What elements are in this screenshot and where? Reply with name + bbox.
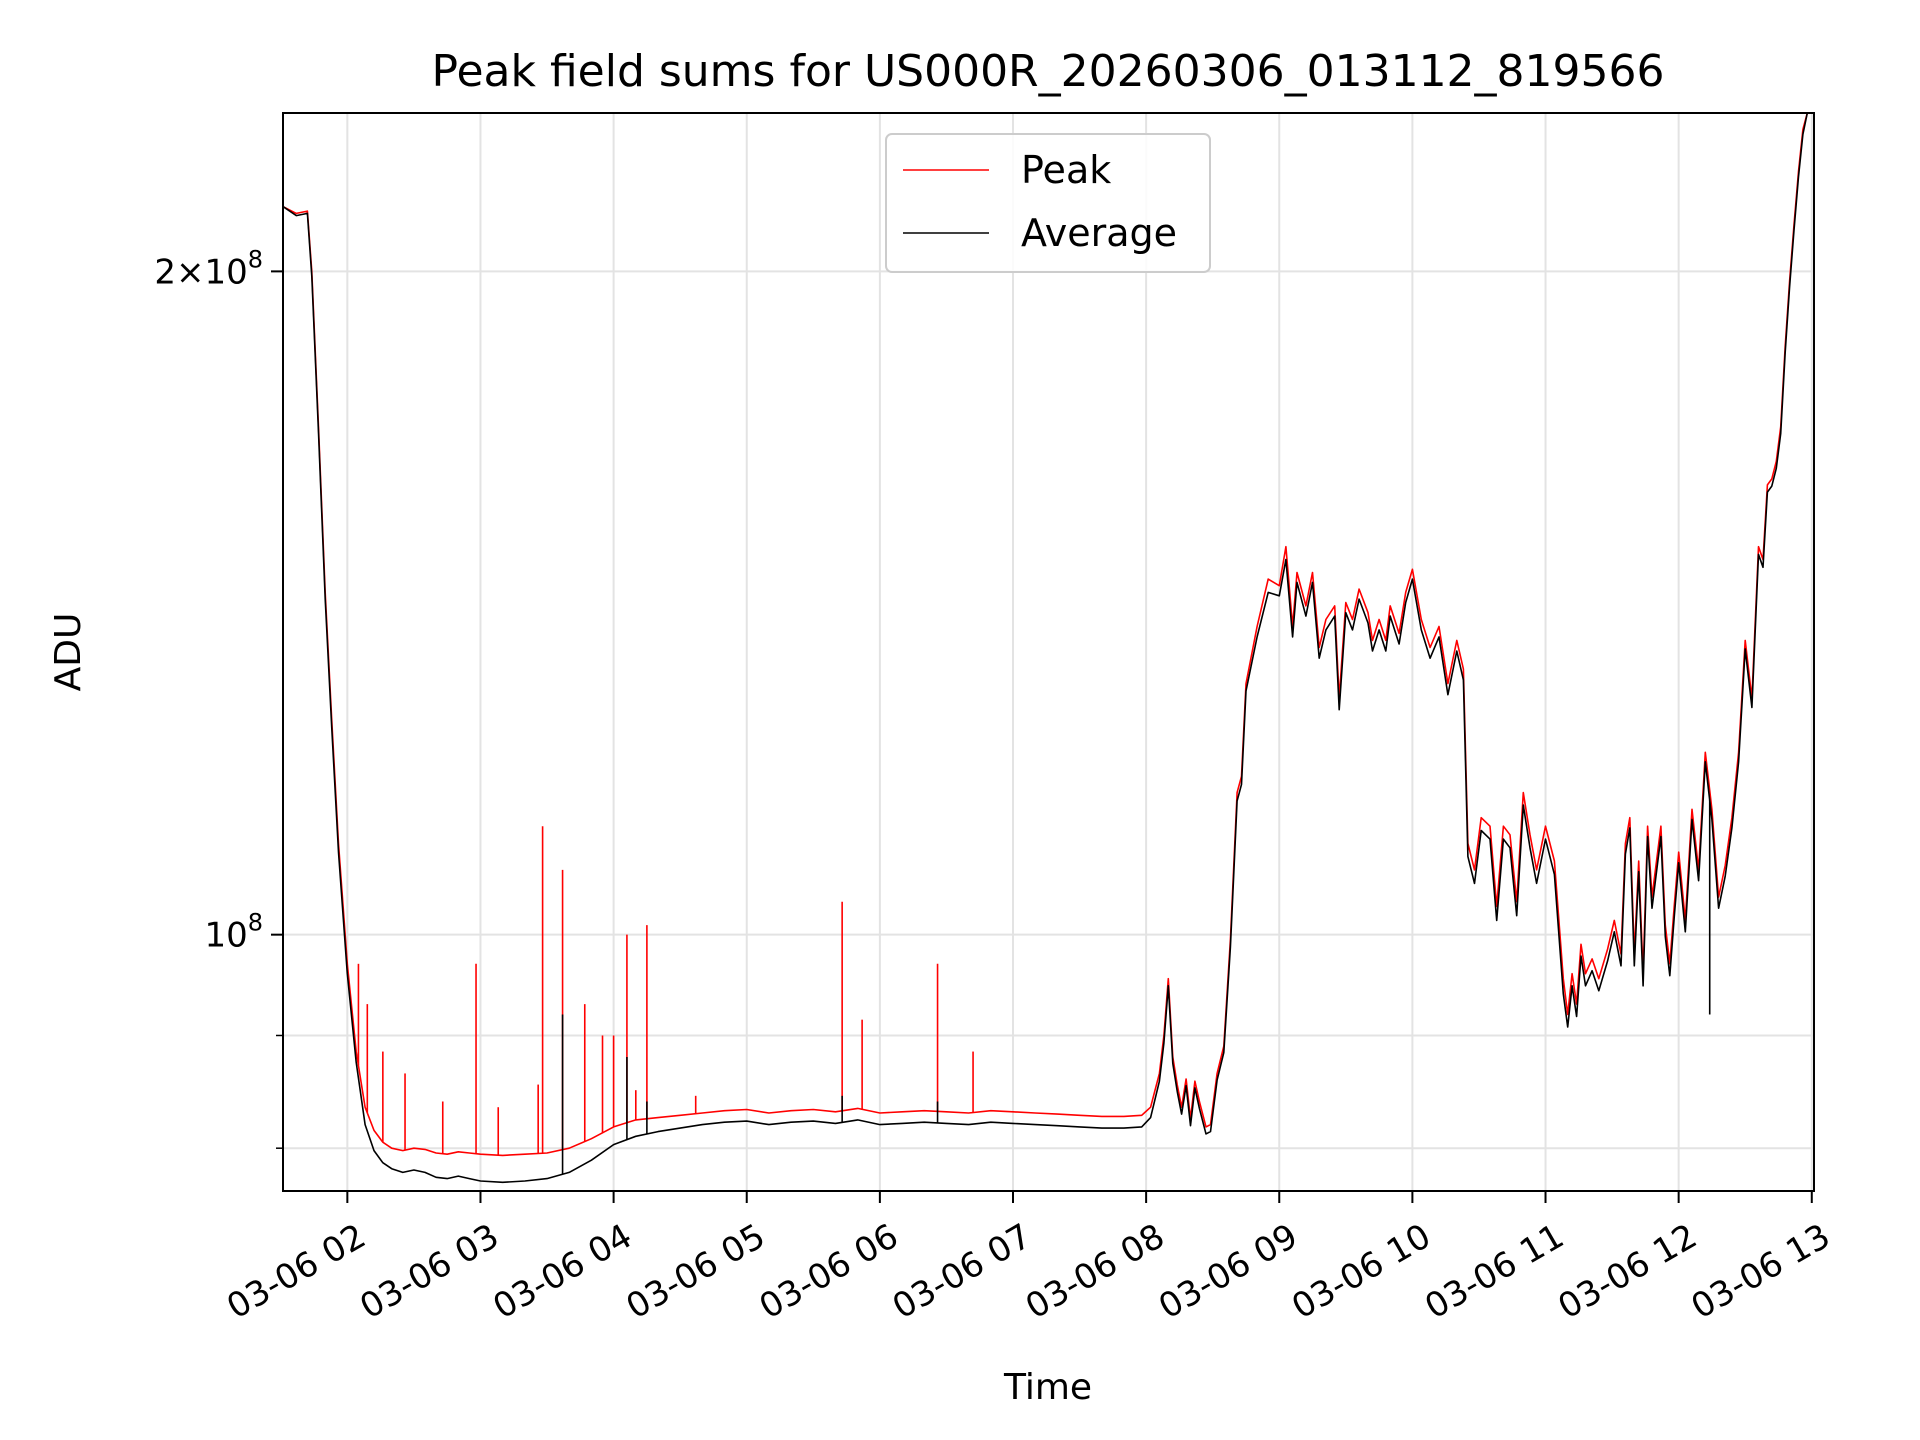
y-tick-base: 10: [204, 916, 247, 956]
peak-series-line: [282, 112, 1812, 1157]
plot-area: [282, 112, 1812, 1184]
x-axis-label: Time: [1003, 1367, 1092, 1408]
y-tick-label: 108: [204, 909, 263, 956]
y-tick-label: 2×108: [154, 245, 263, 292]
legend-peak-label: Peak: [1021, 148, 1111, 192]
y-tick-exponent: 8: [248, 909, 263, 937]
y-axis-label: ADU: [48, 613, 89, 692]
y-tick-prefix: 2×: [154, 252, 204, 292]
legend: Peak Average: [885, 133, 1211, 273]
legend-average-label: Average: [1021, 211, 1177, 255]
y-tick-exponent: 8: [248, 245, 263, 273]
plot-frame: [282, 112, 1815, 1192]
y-tick-base: 10: [204, 252, 247, 292]
average-series-line: [282, 112, 1812, 1184]
chart-title: Peak field sums for US000R_20260306_0131…: [431, 46, 1664, 97]
legend-box: [885, 133, 1211, 273]
